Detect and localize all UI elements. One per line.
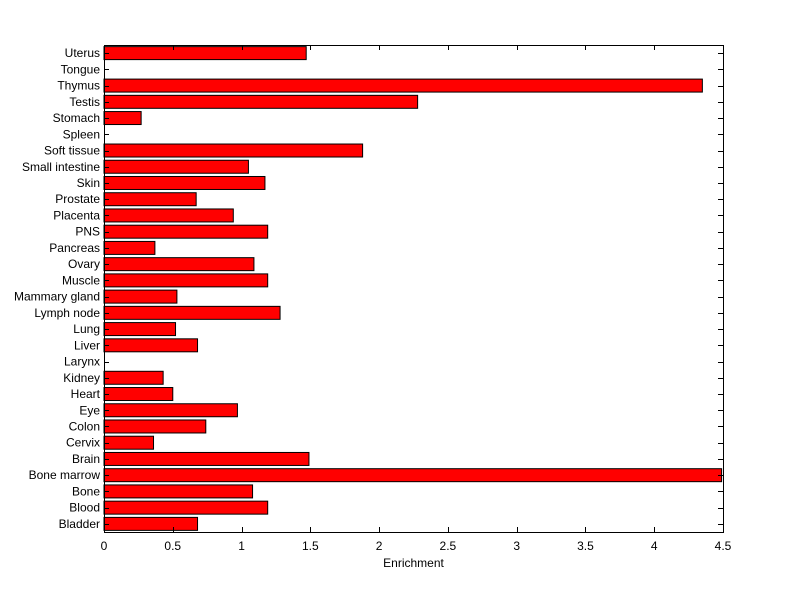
bar-bladder [103,516,199,531]
y-tick-label-uterus: Uterus [65,46,100,60]
x-tick-label: 0.5 [164,539,181,553]
y-tick-label-blood: Blood [69,501,100,515]
x-tick-label: 3 [513,539,520,553]
y-tick-label-spleen: Spleen [63,127,100,141]
y-tick-label-stomach: Stomach [53,111,100,125]
bar-cervix [103,435,155,450]
bar-lymph-node [103,305,281,320]
bar-blood [103,500,269,515]
bar-small-intestine [103,159,249,174]
y-tick-label-bladder: Bladder [59,517,100,531]
y-tick-label-prostate: Prostate [55,192,100,206]
x-tick-label: 3.5 [577,539,594,553]
bar-soft-tissue [103,143,364,158]
bar-kidney [103,370,164,385]
y-tick-label-lymph-node: Lymph node [34,306,100,320]
bar-bone [103,484,254,499]
bar-bone-marrow [103,468,723,483]
y-tick-label-ovary: Ovary [68,257,100,271]
bars-group [103,46,723,531]
y-tick-label-kidney: Kidney [63,371,100,385]
axes-frame [104,45,724,533]
y-tick-label-cervix: Cervix [66,436,100,450]
y-tick-label-heart: Heart [71,387,101,401]
y-tick-label-placenta: Placenta [53,208,100,222]
y-tick-label-eye: Eye [79,403,100,417]
x-tick-label: 0 [101,539,108,553]
y-tick-label-colon: Colon [69,419,100,433]
bar-colon [103,419,207,434]
x-axis-label: Enrichment [383,556,444,570]
bar-eye [103,403,238,418]
bar-prostate [103,192,197,207]
y-tick-label-pancreas: Pancreas [49,241,100,255]
bar-lung [103,322,177,337]
x-tick-label: 4.5 [715,539,732,553]
x-tick-label: 2 [376,539,383,553]
y-tick-label-mammary-gland: Mammary gland [14,290,100,304]
y-tick-label-muscle: Muscle [62,273,100,287]
y-tick-label-soft-tissue: Soft tissue [44,144,100,158]
y-tick-label-small-intestine: Small intestine [22,160,100,174]
bar-testis [103,94,419,109]
x-tick-labels: 0 0.5 1 1.5 2 2.5 3 3.5 4 4.5 [101,539,732,553]
y-tick-label-testis: Testis [69,95,100,109]
y-tick-label-larynx: Larynx [64,355,100,369]
y-tick-label-lung: Lung [73,322,100,336]
y-tick-label-tongue: Tongue [61,62,101,76]
y-tick-label-liver: Liver [74,338,100,352]
bar-thymus [103,78,703,93]
y-tick-label-bone-marrow: Bone marrow [29,468,101,482]
bar-skin [103,175,266,190]
x-tick-label: 4 [651,539,658,553]
y-tick-label-brain: Brain [72,452,100,466]
bar-stomach [103,111,142,126]
bar-muscle [103,273,269,288]
x-tick-label: 2.5 [440,539,457,553]
bar-pns [103,224,269,239]
y-tick-label-bone: Bone [72,484,100,498]
bar-ovary [103,257,255,272]
bar-placenta [103,208,234,223]
bar-heart [103,387,174,402]
x-tick-label: 1.5 [302,539,319,553]
bar-pancreas [103,240,156,255]
bar-mammary-gland [103,289,178,304]
y-tick-label-skin: Skin [77,176,100,190]
x-tick-label: 1 [238,539,245,553]
bar-brain [103,451,310,466]
bar-uterus [103,46,307,61]
bar-liver [103,338,199,353]
y-tick-label-thymus: Thymus [57,79,100,93]
y-tick-labels: Bladder Blood Bone Bone marrow Brain Cervix Co… [14,46,101,531]
y-tick-label-pns: PNS [75,225,100,239]
